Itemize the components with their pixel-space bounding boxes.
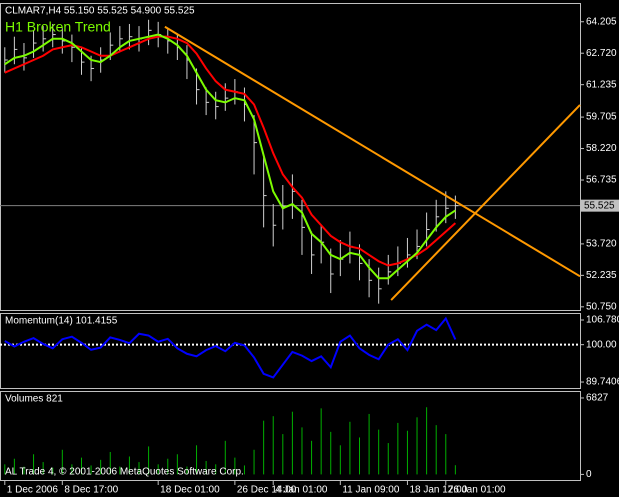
y-tick-label: 106.7801 [586, 315, 619, 326]
y-tick-label: 64.205 [586, 16, 617, 27]
y-tick-label: 62.720 [586, 48, 617, 59]
y-tick-label: 100.00 [586, 339, 617, 350]
current-price-box [581, 199, 619, 212]
x-tick-label: 26 Jan 01:00 [448, 485, 506, 496]
trend-line [164, 25, 581, 278]
y-tick-label: 59.705 [586, 112, 617, 123]
x-tick-label: 8 Dec 17:00 [64, 485, 118, 496]
panel-frame [0, 391, 581, 481]
x-tick-label: 18 Dec 01:00 [160, 485, 220, 496]
panel-title: CLMAR7,H4 55.150 55.525 54.900 55.525 [5, 6, 195, 17]
y-tick-label: 61.235 [586, 79, 617, 90]
y-tick-label: 89.7406 [586, 377, 619, 388]
x-tick-label: 26 Dec 14:00 [237, 485, 297, 496]
y-tick-label: 0 [586, 469, 592, 480]
x-tick-label: 18 Jan 17:00 [409, 485, 467, 496]
y-tick-label: 53.720 [586, 239, 617, 250]
y-tick-label: 56.735 [586, 175, 617, 186]
x-tick-label: 11 Jan 09:00 [342, 485, 400, 496]
panel-title: Momentum(14) 101.4155 [5, 316, 118, 327]
y-tick-label: 50.750 [586, 301, 617, 312]
x-tick-label: 1 Dec 2006 [7, 485, 59, 496]
y-tick-label: 58.220 [586, 143, 617, 154]
panel-frame [0, 3, 581, 311]
trend-line [390, 104, 581, 301]
y-tick-label: 6827 [586, 393, 609, 404]
current-price-label: 55.525 [584, 200, 615, 211]
panel-title: Volumes 821 [5, 394, 63, 405]
momentum-line [4, 316, 457, 379]
annotation: H1 Broken Trend [5, 19, 111, 35]
y-tick-label: 52.235 [586, 270, 617, 281]
moving-average [4, 35, 457, 267]
panel-frame [0, 313, 581, 389]
moving-average [4, 33, 456, 280]
footer: AL Trade 4, © 2001-2006 MetaQuotes Softw… [5, 467, 244, 478]
x-tick-label: 4 Jan 01:00 [275, 485, 328, 496]
